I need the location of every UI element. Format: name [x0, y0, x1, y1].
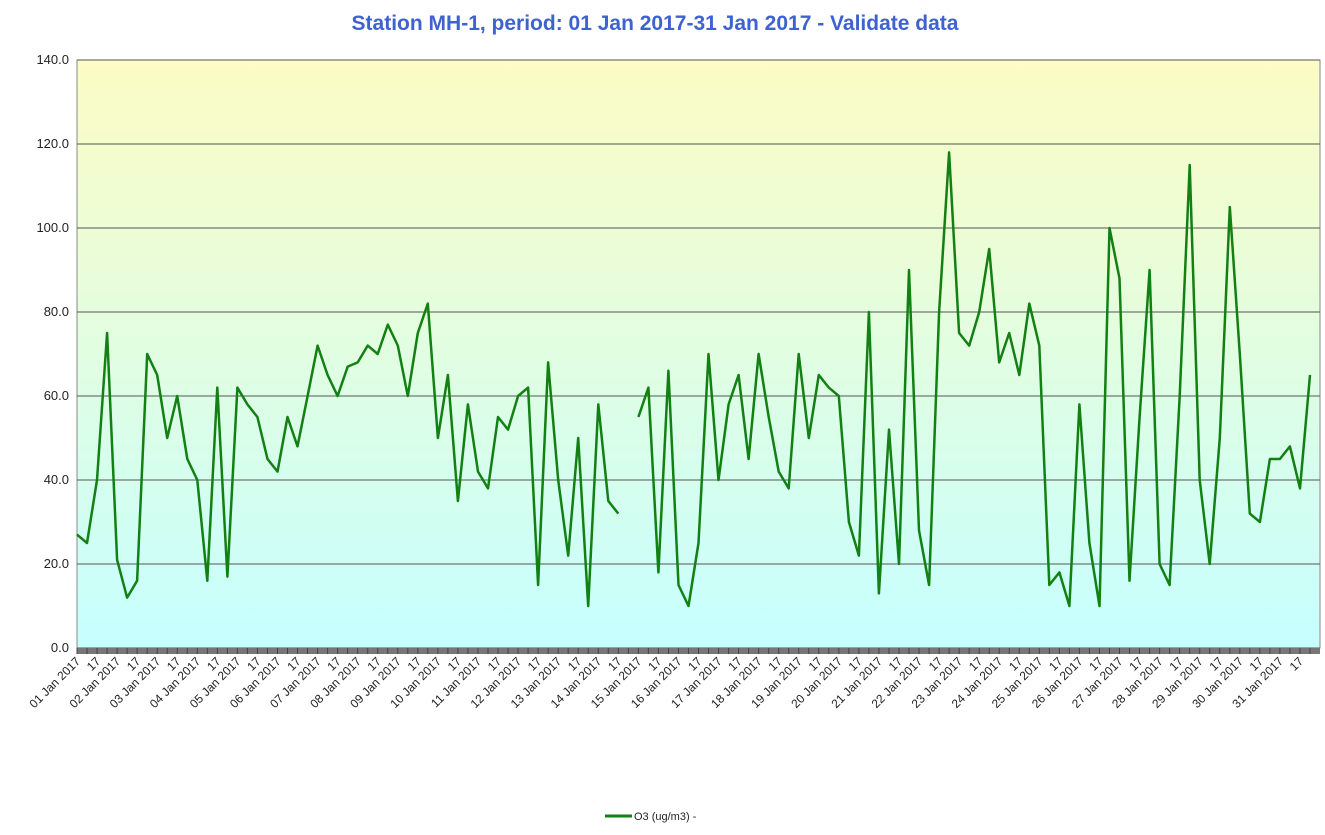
y-tick-label: 20.0	[44, 556, 69, 571]
y-tick-label: 0.0	[51, 640, 69, 655]
y-tick-label: 140.0	[36, 52, 69, 67]
x-tick-label: 17	[1287, 654, 1307, 674]
plot-area	[76, 59, 1321, 649]
y-tick-label: 80.0	[44, 304, 69, 319]
data-line	[76, 151, 1312, 608]
y-tick-label: 60.0	[44, 388, 69, 403]
y-tick-label: 40.0	[44, 472, 69, 487]
y-tick-label: 100.0	[36, 220, 69, 235]
legend-label: O3 (ug/m3) -	[634, 811, 697, 823]
y-tick-label: 120.0	[36, 136, 69, 151]
chart-title: Station MH-1, period: 01 Jan 2017-31 Jan…	[352, 12, 959, 35]
